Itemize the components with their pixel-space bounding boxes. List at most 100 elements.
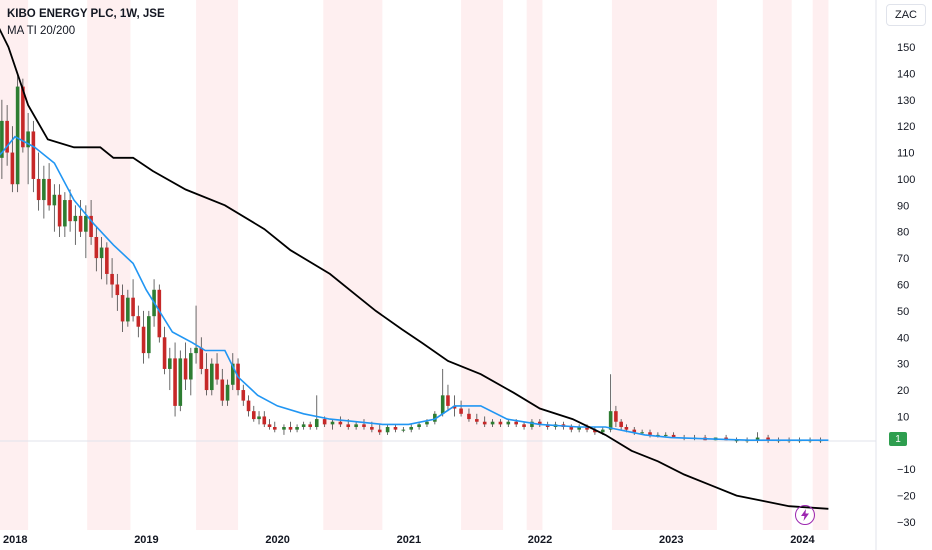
candle-body bbox=[314, 419, 319, 427]
candle-body bbox=[241, 390, 246, 401]
ma20-line bbox=[0, 135, 829, 441]
time-tick-label: 2020 bbox=[265, 534, 289, 546]
candle-body bbox=[183, 358, 188, 380]
candle-body bbox=[230, 363, 235, 385]
candle-body bbox=[498, 421, 503, 425]
price-tick-label: 110 bbox=[897, 148, 915, 160]
candle-body bbox=[632, 429, 637, 433]
price-tick-label: 40 bbox=[897, 332, 909, 344]
candle-body bbox=[330, 421, 335, 425]
candle-body bbox=[84, 215, 88, 232]
seasonal-shading bbox=[0, 0, 829, 530]
candle-body bbox=[120, 295, 125, 322]
candle-body bbox=[215, 363, 219, 380]
candle-body bbox=[734, 440, 739, 442]
chart-legend: KIBO ENERGY PLC, 1W, JSE MA TI 20/200 bbox=[7, 6, 165, 40]
candle-body bbox=[425, 421, 429, 425]
candle-body bbox=[362, 424, 366, 427]
candle-body bbox=[210, 363, 214, 391]
candle-body bbox=[619, 421, 623, 427]
candle-body bbox=[467, 413, 471, 420]
candle-body bbox=[126, 297, 130, 322]
price-tick-label: 20 bbox=[897, 385, 909, 397]
shaded-band bbox=[526, 0, 543, 530]
candle-body bbox=[42, 178, 46, 201]
candle-body bbox=[577, 427, 581, 430]
candle-body bbox=[63, 200, 67, 227]
shaded-band bbox=[611, 0, 717, 530]
candle-body bbox=[157, 289, 162, 338]
candle-body bbox=[173, 358, 177, 406]
time-tick-label: 2018 bbox=[3, 534, 27, 546]
candle-body bbox=[766, 437, 770, 441]
currency-button[interactable]: ZAC bbox=[886, 4, 926, 26]
candle-body bbox=[322, 419, 327, 425]
price-tick-label: 120 bbox=[897, 121, 915, 133]
candle-body bbox=[569, 427, 574, 430]
candle-body bbox=[36, 178, 41, 201]
candle-body bbox=[78, 215, 83, 232]
ma200-line bbox=[0, 27, 829, 510]
lightning-button[interactable] bbox=[795, 505, 815, 525]
candle-body bbox=[147, 316, 151, 354]
shaded-band bbox=[87, 0, 131, 530]
candle-body bbox=[131, 297, 135, 317]
candle-body bbox=[301, 424, 306, 427]
indicator-label[interactable]: MA TI 20/200 bbox=[7, 25, 76, 37]
candle-body bbox=[272, 427, 277, 430]
candle-body bbox=[220, 379, 225, 401]
symbol-title[interactable]: KIBO ENERGY PLC, 1W, JSE bbox=[7, 8, 165, 20]
price-tick-label: −20 bbox=[897, 491, 916, 503]
candle-body bbox=[663, 434, 668, 436]
candle-body bbox=[506, 421, 511, 425]
shaded-band bbox=[0, 0, 29, 530]
candle-body bbox=[522, 424, 526, 427]
candle-body bbox=[514, 421, 518, 425]
candle-body bbox=[608, 411, 613, 430]
candle-body bbox=[246, 400, 251, 412]
candle-body bbox=[648, 432, 652, 435]
candle-body bbox=[446, 395, 450, 406]
candle-body bbox=[136, 316, 141, 327]
candle-body bbox=[89, 215, 93, 237]
candle-body bbox=[15, 86, 20, 185]
shaded-band bbox=[323, 0, 383, 530]
candle-body bbox=[251, 411, 256, 420]
candle-body bbox=[162, 337, 167, 369]
candle-body bbox=[282, 427, 286, 430]
time-tick-label: 2021 bbox=[397, 534, 421, 546]
shaded-band bbox=[196, 0, 239, 530]
candle-body bbox=[593, 429, 597, 433]
candle-body bbox=[47, 178, 51, 206]
candle-body bbox=[338, 421, 343, 425]
candle-body bbox=[490, 421, 495, 425]
candle-body bbox=[755, 437, 760, 441]
candle-body bbox=[0, 120, 4, 158]
candle-body bbox=[452, 405, 457, 409]
candle-body bbox=[530, 421, 534, 427]
candle-body bbox=[204, 368, 209, 391]
price-tick-label: 90 bbox=[897, 200, 909, 212]
price-tick-label: 140 bbox=[897, 68, 915, 80]
price-axis[interactable]: 150 140 130 120 110 100 90 80 70 60 50 40 30 20 10 −10 −… bbox=[897, 42, 916, 529]
candle-body bbox=[538, 421, 542, 425]
shaded-band bbox=[812, 0, 829, 530]
price-tick-label: −30 bbox=[897, 517, 916, 529]
candle-body bbox=[614, 411, 618, 422]
price-tick-label: −10 bbox=[897, 464, 916, 476]
candle-body bbox=[68, 200, 72, 222]
candle-body bbox=[295, 427, 299, 430]
time-tick-label: 2019 bbox=[134, 534, 158, 546]
time-axis[interactable]: 2018 2019 2020 2021 2022 2023 2024 bbox=[3, 534, 816, 546]
shaded-band bbox=[461, 0, 504, 530]
price-tick-label: 50 bbox=[897, 306, 909, 318]
candle-body bbox=[640, 432, 644, 434]
candle-body bbox=[105, 247, 109, 274]
time-tick-label: 2022 bbox=[528, 534, 552, 546]
candle-body bbox=[624, 427, 629, 430]
candle-body bbox=[99, 247, 104, 259]
price-tick-label: 100 bbox=[897, 174, 915, 186]
candle-body bbox=[377, 429, 382, 433]
candle-body bbox=[5, 120, 9, 153]
